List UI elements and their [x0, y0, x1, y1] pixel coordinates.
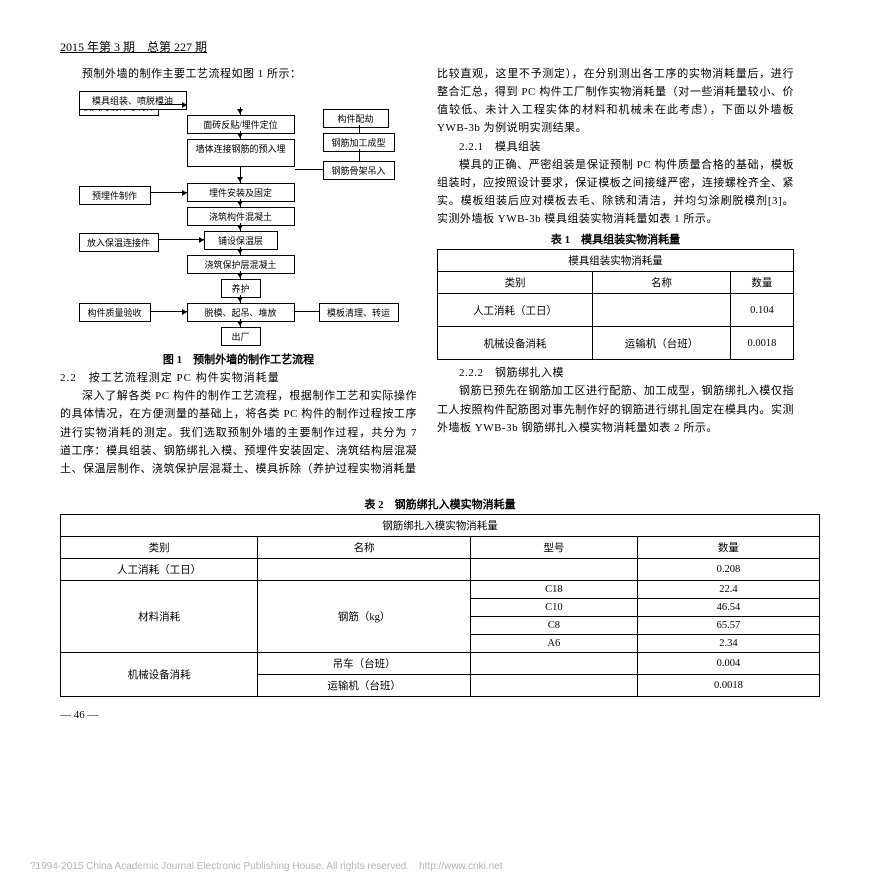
footer-text: ?1994-2015 China Academic Journal Electr… [30, 857, 502, 872]
t2-h1: 类别 [61, 536, 258, 558]
table-1-caption: 表 1 模具组装实物消耗量 [437, 231, 794, 247]
t1-r2c3: 0.0018 [730, 327, 793, 360]
t2-r5b: 2.34 [637, 634, 819, 652]
flow-box-11: 养护 [221, 279, 261, 298]
t2-h3: 型号 [470, 536, 637, 558]
t2-r4a: C8 [470, 616, 637, 634]
t2-r3b: 46.54 [637, 598, 819, 616]
flow-box-3: 面砖反贴/埋件定位 [187, 115, 295, 134]
t1-h1: 类别 [438, 272, 593, 294]
flow-box-10: 浇筑保护层混凝土 [187, 255, 295, 274]
table-2-caption: 表 2 钢筋绑扎入模实物消耗量 [60, 496, 820, 512]
flow-box-r4: 模板清理、转运 [319, 303, 399, 322]
t2-r7c4: 0.0018 [637, 674, 819, 696]
flow-box-14: 出厂 [221, 327, 261, 346]
t2-h2: 名称 [258, 536, 471, 558]
two-column-layout: 预制外墙的制作主要工艺流程如图 1 所示： 模具的设计与制作 预埋件制作 放入保… [60, 65, 820, 478]
t2-r7c3 [470, 674, 637, 696]
right-para-2: 模具的正确、严密组装是保证预制 PC 构件质量合格的基础，模板组装时，应按照设计… [437, 156, 794, 229]
flow-box-7: 浇筑构件混凝土 [187, 207, 295, 226]
t1-title: 模具组装实物消耗量 [438, 250, 794, 272]
t2-r2c2: 钢筋（kg） [258, 580, 471, 652]
right-para-1: 比较直观，这里不予测定），在分别测出各工序的实物消耗量后，进行整合汇总，得到 P… [437, 65, 794, 138]
t1-r1c3: 0.104 [730, 294, 793, 327]
flow-box-2: 模具组装、喷脱模油 [79, 91, 187, 110]
section-2-2-1-heading: 2.2.1 模具组装 [437, 138, 794, 156]
t1-r2c2: 运输机（台班） [593, 327, 731, 360]
t2-r2b: 22.4 [637, 580, 819, 598]
t1-r1c1: 人工消耗（工日） [438, 294, 593, 327]
right-column: 比较直观，这里不予测定），在分别测出各工序的实物消耗量后，进行整合汇总，得到 P… [437, 65, 794, 478]
t2-h4: 数量 [637, 536, 819, 558]
flow-box-4: 墙体连接钢筋的预入埋 [187, 139, 295, 167]
t2-r6c3 [470, 652, 637, 674]
flow-box-r1: 构件配劫 [323, 109, 389, 128]
table-2-wrap: 钢筋绑扎入模实物消耗量 类别 名称 型号 数量 人工消耗（工日） 0.208 材… [60, 514, 820, 697]
flow-box-6: 埋件安装及固定 [187, 183, 295, 202]
t2-r6c2: 吊车（台班） [258, 652, 471, 674]
t2-r6c4: 0.004 [637, 652, 819, 674]
t2-r6c1: 机械设备消耗 [61, 652, 258, 696]
left-para-1: 预制外墙的制作主要工艺流程如图 1 所示： [60, 65, 417, 83]
flow-box-8: 放入保温连接件 [79, 233, 159, 252]
t2-r2a: C18 [470, 580, 637, 598]
t1-h2: 名称 [593, 272, 731, 294]
t2-r1c4: 0.208 [637, 558, 819, 580]
page-number: — 46 — [60, 709, 820, 721]
t2-r1c1: 人工消耗（工日） [61, 558, 258, 580]
flow-box-12: 构件质量验收 [79, 303, 151, 322]
t2-r2c1: 材料消耗 [61, 580, 258, 652]
flowchart: 模具的设计与制作 预埋件制作 放入保温连接件 构件质量验收 模具组装、喷脱模油 … [79, 89, 399, 349]
t1-h3: 数量 [730, 272, 793, 294]
right-para-3: 钢筋已预先在钢筋加工区进行配筋、加工成型，钢筋绑扎入模仅指工人按照构件配筋图对事… [437, 382, 794, 436]
section-2-2-heading: 2.2 按工艺流程测定 PC 构件实物消耗量 [60, 369, 417, 387]
t2-r3a: C10 [470, 598, 637, 616]
t1-r2c1: 机械设备消耗 [438, 327, 593, 360]
left-para-2: 深入了解各类 PC 构件的制作工艺流程，根据制作工艺和实际操作的具体情况，在方便… [60, 387, 417, 478]
t2-r5a: A6 [470, 634, 637, 652]
t2-r1c3 [470, 558, 637, 580]
left-column: 预制外墙的制作主要工艺流程如图 1 所示： 模具的设计与制作 预埋件制作 放入保… [60, 65, 417, 478]
flow-box-5: 预埋件制作 [79, 186, 151, 205]
flow-box-r3: 钢筋骨架吊入 [323, 161, 395, 180]
figure-1-caption: 图 1 预制外墙的制作工艺流程 [60, 351, 417, 367]
t2-r1c2 [258, 558, 471, 580]
t2-r4b: 65.57 [637, 616, 819, 634]
section-2-2-2-heading: 2.2.2 钢筋绑扎入模 [437, 364, 794, 382]
flow-box-9: 铺设保温层 [204, 231, 278, 250]
page: 2015 年第 3 期 总第 227 期 预制外墙的制作主要工艺流程如图 1 所… [0, 0, 880, 721]
t2-r7c2: 运输机（台班） [258, 674, 471, 696]
t1-r1c2 [593, 294, 731, 327]
flow-box-13: 脱模、起吊、堆放 [187, 303, 295, 322]
table-1: 模具组装实物消耗量 类别 名称 数量 人工消耗（工日） 0.104 机械设备消耗… [437, 249, 794, 360]
table-2: 钢筋绑扎入模实物消耗量 类别 名称 型号 数量 人工消耗（工日） 0.208 材… [60, 514, 820, 697]
t2-title: 钢筋绑扎入模实物消耗量 [61, 514, 820, 536]
issue-header: 2015 年第 3 期 总第 227 期 [60, 38, 820, 55]
